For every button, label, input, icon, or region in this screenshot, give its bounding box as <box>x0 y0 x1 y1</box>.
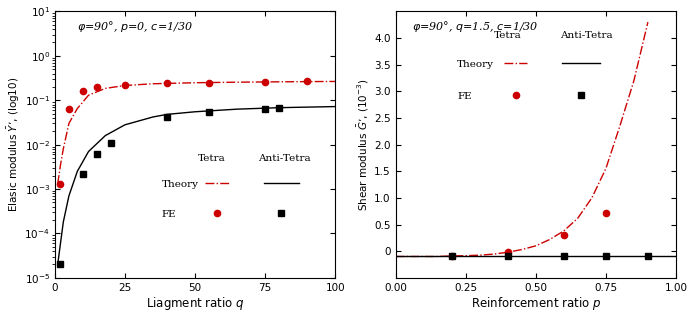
Text: Anti-Tetra: Anti-Tetra <box>560 31 613 40</box>
Y-axis label: Shear modulus $\bar{G}$’, ($10^{-3}$): Shear modulus $\bar{G}$’, ($10^{-3}$) <box>356 78 371 211</box>
Text: Theory: Theory <box>457 60 494 69</box>
Text: FE: FE <box>161 210 176 218</box>
Text: $\varphi$=90°, $p$=0, $c$=1/30: $\varphi$=90°, $p$=0, $c$=1/30 <box>78 19 193 34</box>
Y-axis label: Elasic modulus $\bar{Y}$’, (log10): Elasic modulus $\bar{Y}$’, (log10) <box>6 77 21 212</box>
Text: Theory: Theory <box>161 180 198 189</box>
Text: $\varphi$=90°, $q$=1.5, $c$=1/30: $\varphi$=90°, $q$=1.5, $c$=1/30 <box>412 19 539 34</box>
Text: Tetra: Tetra <box>494 31 522 40</box>
X-axis label: Liagment ratio $q$: Liagment ratio $q$ <box>146 295 245 313</box>
Text: FE: FE <box>457 92 472 101</box>
X-axis label: Reinforcement ratio $p$: Reinforcement ratio $p$ <box>471 295 601 313</box>
Text: Tetra: Tetra <box>198 154 226 162</box>
Text: Anti-Tetra: Anti-Tetra <box>258 154 311 162</box>
